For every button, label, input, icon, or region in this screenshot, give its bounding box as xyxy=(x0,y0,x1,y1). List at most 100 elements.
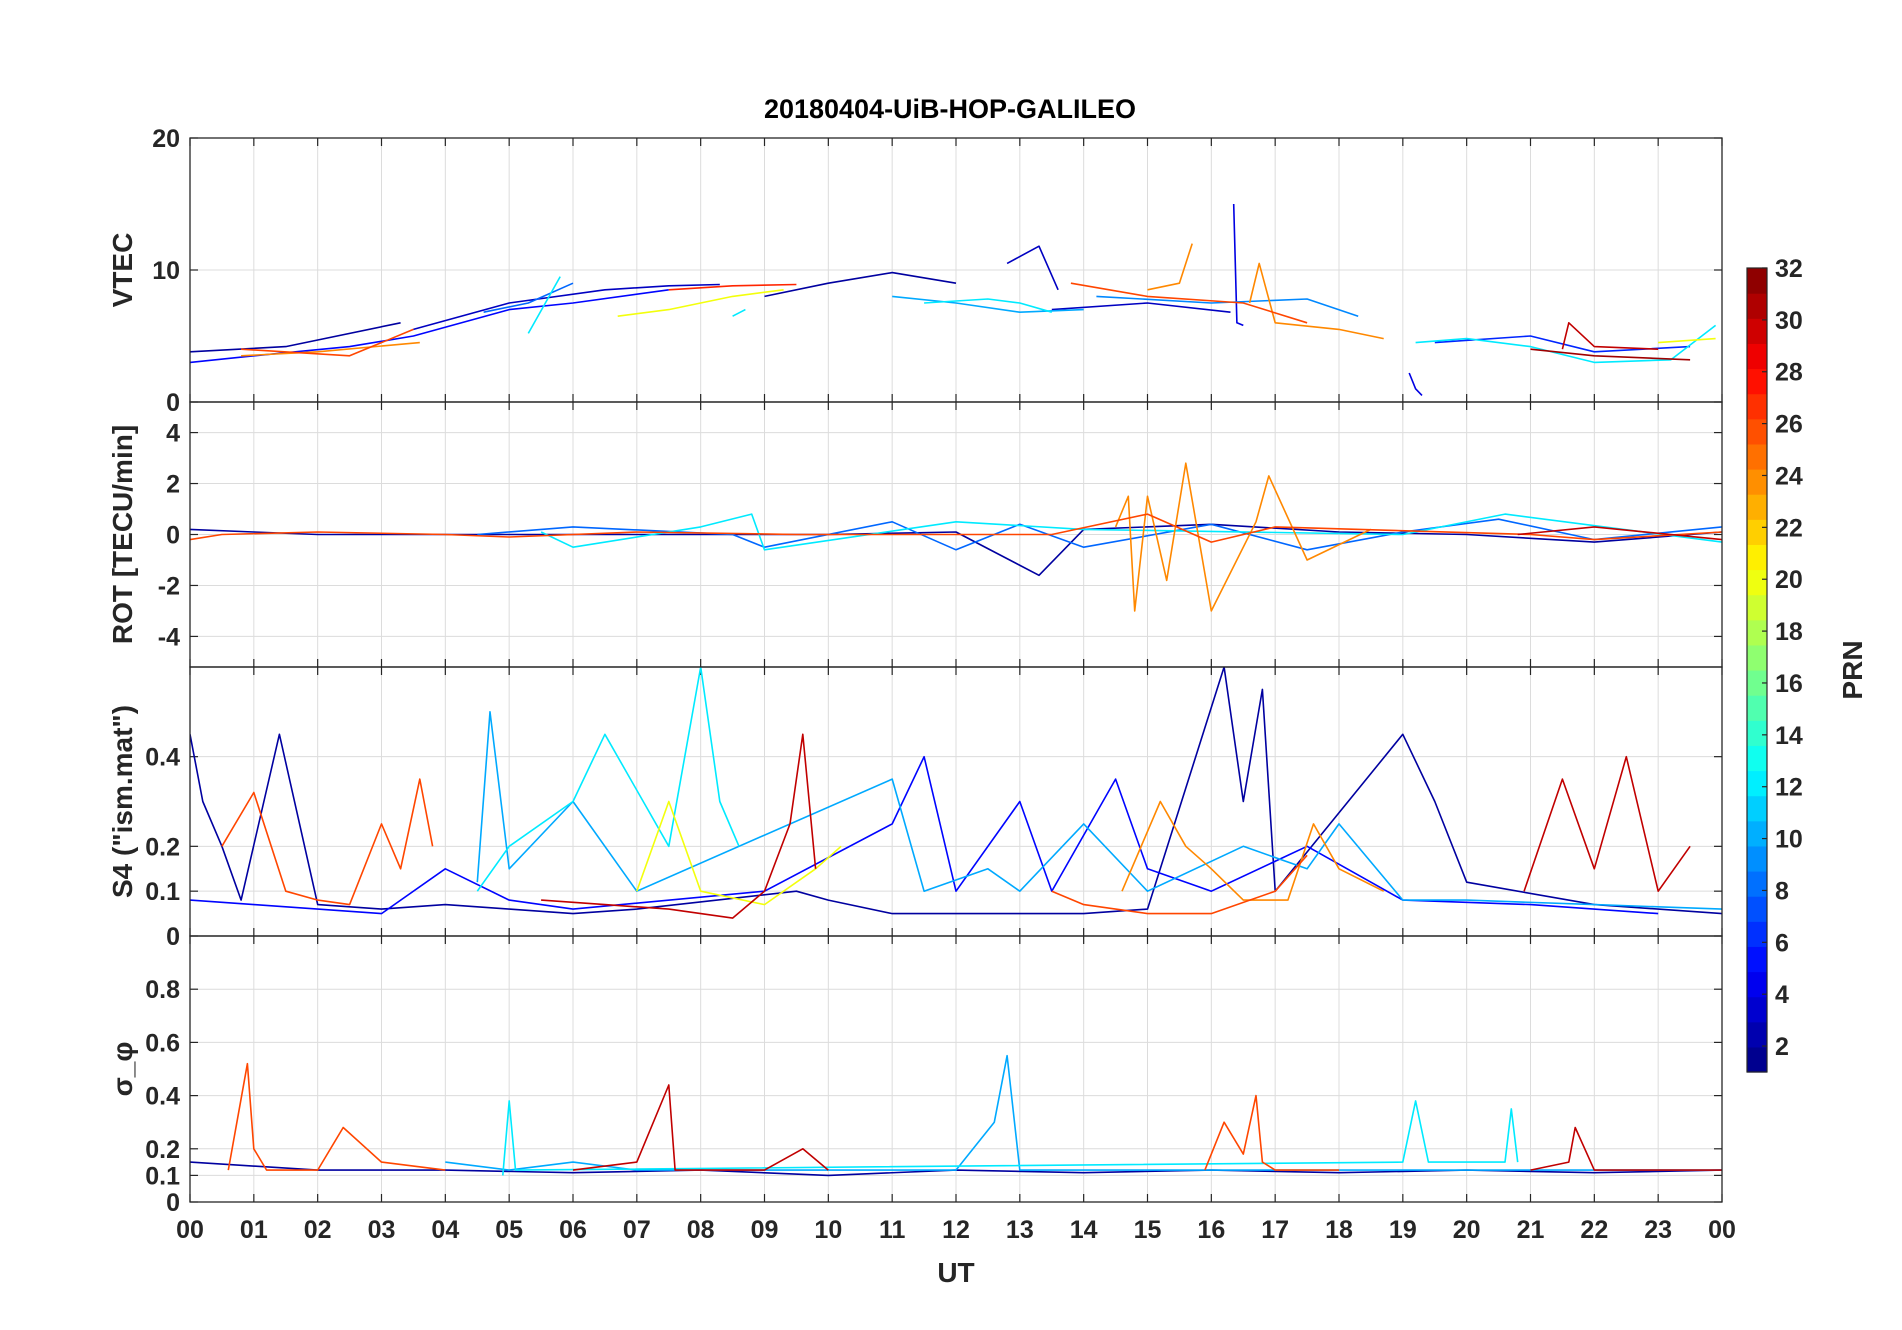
colorbar-tick-label: 18 xyxy=(1775,618,1803,646)
x-tick-label: 00 xyxy=(176,1216,204,1244)
series-prn-12 xyxy=(502,1100,1519,1176)
colorbar-segment xyxy=(1747,368,1767,395)
series-group xyxy=(190,203,1717,396)
x-tick-label: 19 xyxy=(1389,1216,1417,1244)
series-prn-30 xyxy=(572,1084,829,1171)
series-prn-8 xyxy=(477,518,1722,551)
series-prn-26 xyxy=(241,328,414,357)
x-tick-label: 18 xyxy=(1325,1216,1353,1244)
x-tick-label: 08 xyxy=(687,1216,715,1244)
colorbar-tick-label: 24 xyxy=(1775,462,1803,490)
series-prn-5 xyxy=(190,755,1659,915)
x-tick-label: 02 xyxy=(304,1216,332,1244)
y-axis-label: ROT [TECU/min] xyxy=(107,425,138,644)
x-tick-label: 07 xyxy=(623,1216,651,1244)
x-tick-label: 14 xyxy=(1070,1216,1098,1244)
series-prn-24 xyxy=(241,341,420,357)
y-tick-label: 0.8 xyxy=(145,976,180,1004)
y-axis-label: σ_φ xyxy=(107,1042,138,1097)
x-tick-label: 10 xyxy=(814,1216,842,1244)
x-tick-label: 04 xyxy=(431,1216,459,1244)
series-group xyxy=(190,1054,1722,1177)
series-prn-12 xyxy=(527,276,561,334)
x-tick-label: 15 xyxy=(1134,1216,1162,1244)
series-prn-30 xyxy=(1561,321,1659,350)
series-prn-3 xyxy=(413,283,720,331)
chart-title: 20180404-UiB-HOP-GALILEO xyxy=(764,94,1136,124)
colorbar-tick-label: 6 xyxy=(1775,929,1789,957)
x-tick-label: 00 xyxy=(1708,1216,1736,1244)
colorbar-segment xyxy=(1747,519,1767,545)
y-tick-label: 10 xyxy=(152,257,180,285)
x-tick-label: 12 xyxy=(942,1216,970,1244)
colorbar-segment xyxy=(1747,871,1767,897)
colorbar-segment xyxy=(1747,268,1767,294)
series-prn-20 xyxy=(1658,337,1716,344)
y-axis-label: S4 ("ism.mat") xyxy=(107,705,138,898)
colorbar-tick-label: 12 xyxy=(1775,774,1803,802)
series-prn-30 xyxy=(1530,1126,1722,1171)
y-tick-label: 0.2 xyxy=(145,1136,180,1164)
colorbar-tick-label: 14 xyxy=(1775,722,1803,750)
x-tick-label: 03 xyxy=(368,1216,396,1244)
series-prn-20 xyxy=(636,800,842,906)
series-prn-20 xyxy=(617,289,784,317)
x-tick-label: 13 xyxy=(1006,1216,1034,1244)
y-axis-label: VTEC xyxy=(107,233,138,308)
y-tick-label: 0 xyxy=(166,923,180,951)
colorbar-segment xyxy=(1747,971,1767,998)
y-tick-label: 2 xyxy=(166,471,180,499)
colorbar-segment xyxy=(1747,845,1767,872)
colorbar-segment xyxy=(1747,494,1767,520)
colorbar-segment xyxy=(1747,619,1767,646)
colorbar-label: PRN xyxy=(1837,640,1868,699)
x-axis-label: UT xyxy=(937,1257,974,1288)
colorbar-tick-label: 8 xyxy=(1775,877,1789,905)
x-tick-label: 06 xyxy=(559,1216,587,1244)
series-prn-26 xyxy=(1070,282,1308,324)
series-prn-10 xyxy=(892,295,1084,314)
panel-rot: -4 -2 0 2 4 ROT [TECU/min] xyxy=(107,401,1723,668)
y-tick-label: 0 xyxy=(166,389,180,417)
panel-sigma_phi: 00.10.2 0.4 0.6 0.8 σ_φ xyxy=(107,935,1723,1217)
series-prn-24 xyxy=(1248,262,1384,340)
series-prn-4 xyxy=(1408,372,1423,396)
series-prn-26 xyxy=(190,513,1722,543)
series-prn-3 xyxy=(1051,302,1231,313)
x-tick-label: 20 xyxy=(1453,1216,1481,1244)
series-group xyxy=(190,462,1722,612)
series-prn-26 xyxy=(1051,854,1308,915)
y-tick-label: 20 xyxy=(152,125,180,153)
x-tick-label: 01 xyxy=(240,1216,268,1244)
colorbar-segment xyxy=(1747,293,1767,319)
x-tick-label: 23 xyxy=(1644,1216,1672,1244)
colorbar-segment xyxy=(1747,418,1767,445)
colorbar-tick-label: 28 xyxy=(1775,359,1803,387)
series-prn-3 xyxy=(1006,245,1059,291)
x-tick-label: 16 xyxy=(1197,1216,1225,1244)
series-prn-10 xyxy=(476,710,1722,910)
panel-frame xyxy=(189,935,1723,1203)
series-prn-26 xyxy=(227,1062,446,1171)
colorbar-segment xyxy=(1747,745,1767,772)
colorbar-segment xyxy=(1747,1046,1767,1073)
colorbar-segment xyxy=(1747,644,1767,671)
series-prn-24 xyxy=(1121,800,1385,901)
series-prn-30 xyxy=(1517,526,1722,541)
x-tick-label: 22 xyxy=(1580,1216,1608,1244)
x-tick-label: 21 xyxy=(1517,1216,1545,1244)
y-tick-label: 0.6 xyxy=(145,1029,180,1057)
colorbar-segment xyxy=(1747,921,1767,947)
colorbar-segment xyxy=(1747,896,1767,922)
y-tick-label: -2 xyxy=(158,572,180,600)
series-prn-24 xyxy=(1114,462,1372,612)
colorbar-frame xyxy=(1746,267,1768,1073)
colorbar-segment xyxy=(1747,695,1767,721)
series-prn-12 xyxy=(1415,324,1717,364)
x-tick-label: 17 xyxy=(1261,1216,1289,1244)
colorbar-segment xyxy=(1747,443,1767,470)
series-prn-30 xyxy=(541,733,817,919)
series-prn-24 xyxy=(1147,243,1193,291)
